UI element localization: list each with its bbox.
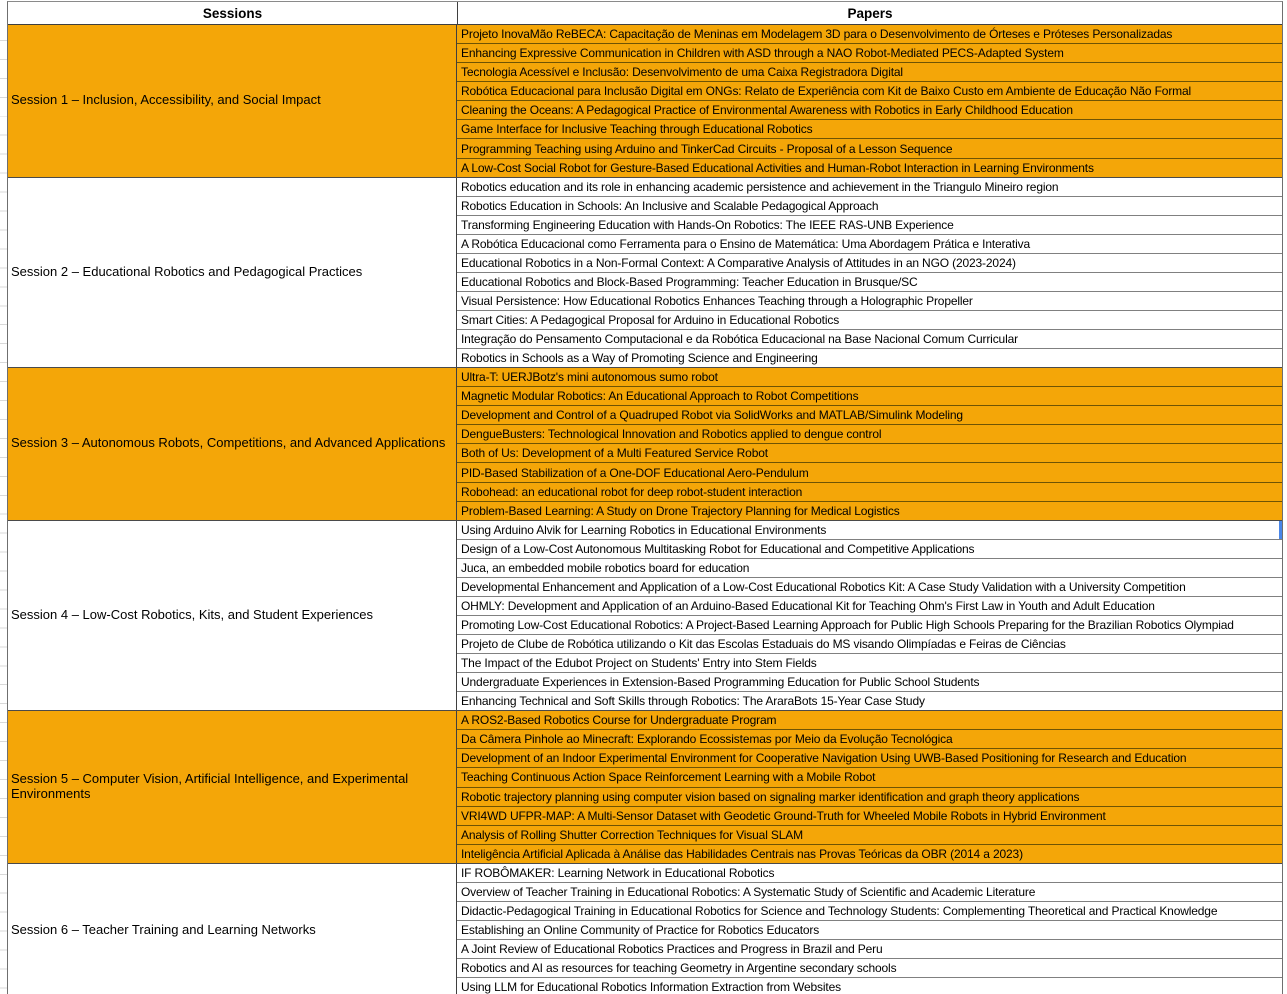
- paper-cell[interactable]: Robotics education and its role in enhan…: [457, 178, 1282, 197]
- paper-cell[interactable]: Smart Cities: A Pedagogical Proposal for…: [457, 311, 1282, 330]
- session-block: Session 5 – Computer Vision, Artificial …: [8, 711, 1282, 864]
- paper-cell[interactable]: Juca, an embedded mobile robotics board …: [457, 559, 1282, 578]
- paper-cell[interactable]: Robotics and AI as resources for teachin…: [457, 959, 1282, 979]
- paper-cell[interactable]: Robohead: an educational robot for deep …: [457, 483, 1282, 502]
- paper-cell[interactable]: Projeto InovaMão ReBECA: Capacitação de …: [457, 25, 1282, 45]
- paper-cell[interactable]: Overview of Teacher Training in Educatio…: [457, 883, 1282, 902]
- paper-cell[interactable]: Educational Robotics and Block-Based Pro…: [457, 273, 1282, 292]
- paper-cell[interactable]: Promoting Low-Cost Educational Robotics:…: [457, 616, 1282, 635]
- paper-cell[interactable]: Using Arduino Alvik for Learning Robotic…: [457, 520, 1282, 540]
- paper-cell[interactable]: Developmental Enhancement and Applicatio…: [457, 578, 1282, 597]
- table-header-row: Sessions Papers: [8, 2, 1282, 25]
- paper-cell[interactable]: Development and Control of a Quadruped R…: [457, 406, 1282, 426]
- paper-cell[interactable]: PID-Based Stabilization of a One-DOF Edu…: [457, 463, 1282, 483]
- session-cell[interactable]: Session 3 – Autonomous Robots, Competiti…: [8, 368, 457, 520]
- paper-cell[interactable]: Establishing an Online Community of Prac…: [457, 921, 1282, 941]
- session-block: Session 2 – Educational Robotics and Ped…: [8, 177, 1282, 369]
- session-cell[interactable]: Session 6 – Teacher Training and Learnin…: [8, 863, 457, 994]
- session-cell[interactable]: Session 1 – Inclusion, Accessibility, an…: [8, 25, 457, 177]
- paper-cell[interactable]: DengueBusters: Technological Innovation …: [457, 425, 1282, 445]
- paper-cell[interactable]: Robotic trajectory planning using comput…: [457, 788, 1282, 807]
- paper-cell[interactable]: Enhancing Technical and Soft Skills thro…: [461, 694, 925, 709]
- paper-cell[interactable]: A Low-Cost Social Robot for Gesture-Base…: [461, 160, 1094, 175]
- papers-list: Robotics education and its role in enhan…: [457, 178, 1282, 368]
- paper-cell[interactable]: Tecnologia Acessível e Inclusão: Desenvo…: [457, 63, 1282, 83]
- row-gutter: [0, 22, 7, 994]
- session-cell[interactable]: Session 5 – Computer Vision, Artificial …: [8, 711, 457, 863]
- paper-cell[interactable]: Undergraduate Experiences in Extension-B…: [457, 673, 1282, 693]
- papers-list: Ultra-T: UERJBotz's mini autonomous sumo…: [457, 368, 1282, 520]
- paper-cell[interactable]: Integração do Pensamento Computacional e…: [457, 330, 1282, 350]
- papers-column-header[interactable]: Papers: [847, 5, 893, 21]
- session-block: Session 4 – Low-Cost Robotics, Kits, and…: [8, 520, 1282, 712]
- sessions-column-header[interactable]: Sessions: [8, 2, 458, 24]
- paper-cell[interactable]: Didactic-Pedagogical Training in Educati…: [457, 902, 1282, 922]
- session-block: Session 3 – Autonomous Robots, Competiti…: [8, 368, 1282, 521]
- paper-cell[interactable]: IF ROBÔMAKER: Learning Network in Educat…: [457, 864, 1282, 883]
- paper-cell[interactable]: Visual Persistence: How Educational Robo…: [457, 292, 1282, 311]
- paper-cell[interactable]: Game Interface for Inclusive Teaching th…: [457, 120, 1282, 140]
- paper-cell[interactable]: OHMLY: Development and Application of an…: [457, 597, 1282, 616]
- papers-list: A ROS2-Based Robotics Course for Undergr…: [457, 711, 1282, 863]
- paper-cell[interactable]: Enhancing Expressive Communication in Ch…: [457, 44, 1282, 64]
- paper-cell[interactable]: Transforming Engineering Education with …: [457, 216, 1282, 235]
- paper-cell[interactable]: Teaching Continuous Action Space Reinfor…: [457, 768, 1282, 788]
- session-block: Session 1 – Inclusion, Accessibility, an…: [8, 25, 1282, 178]
- paper-cell[interactable]: Programming Teaching using Arduino and T…: [457, 139, 1282, 159]
- session-block: Session 6 – Teacher Training and Learnin…: [8, 863, 1282, 994]
- paper-cell[interactable]: Da Câmera Pinhole ao Minecraft: Exploran…: [457, 730, 1282, 750]
- paper-cell[interactable]: Analysis of Rolling Shutter Correction T…: [457, 826, 1282, 845]
- paper-cell[interactable]: Development of an Indoor Experimental En…: [457, 749, 1282, 769]
- paper-cell[interactable]: Robótica Educacional para Inclusão Digit…: [457, 82, 1282, 102]
- paper-cell[interactable]: Robotics Education in Schools: An Inclus…: [457, 197, 1282, 216]
- papers-list: Using Arduino Alvik for Learning Robotic…: [457, 520, 1282, 711]
- paper-cell[interactable]: Educational Robotics in a Non-Formal Con…: [457, 254, 1282, 273]
- paper-cell[interactable]: A ROS2-Based Robotics Course for Undergr…: [457, 711, 1282, 731]
- paper-cell[interactable]: Inteligência Artificial Aplicada à Análi…: [461, 846, 1023, 861]
- paper-cell[interactable]: Cleaning the Oceans: A Pedagogical Pract…: [457, 101, 1282, 121]
- papers-list: IF ROBÔMAKER: Learning Network in Educat…: [457, 864, 1282, 994]
- session-cell[interactable]: Session 2 – Educational Robotics and Ped…: [8, 177, 457, 368]
- paper-cell[interactable]: Both of Us: Development of a Multi Featu…: [457, 444, 1282, 464]
- paper-cell[interactable]: The Impact of the Edubot Project on Stud…: [457, 654, 1282, 674]
- paper-cell[interactable]: VRI4WD UFPR-MAP: A Multi-Sensor Dataset …: [457, 807, 1282, 826]
- session-cell[interactable]: Session 4 – Low-Cost Robotics, Kits, and…: [8, 520, 457, 711]
- paper-cell[interactable]: Ultra-T: UERJBotz's mini autonomous sumo…: [457, 368, 1282, 388]
- paper-cell[interactable]: A Joint Review of Educational Robotics P…: [457, 940, 1282, 960]
- papers-list: Projeto InovaMão ReBECA: Capacitação de …: [457, 25, 1282, 177]
- paper-cell[interactable]: Using LLM for Educational Robotics Infor…: [461, 980, 841, 994]
- paper-cell[interactable]: Problem-Based Learning: A Study on Drone…: [461, 503, 900, 518]
- selected-cell-right-border: [1279, 520, 1282, 539]
- sessions-papers-table: Sessions Papers Session 1 – Inclusion, A…: [7, 1, 1283, 994]
- paper-cell[interactable]: Projeto de Clube de Robótica utilizando …: [457, 635, 1282, 655]
- paper-cell[interactable]: A Robótica Educacional como Ferramenta p…: [457, 235, 1282, 254]
- paper-cell[interactable]: Robotics in Schools as a Way of Promotin…: [461, 351, 818, 366]
- table-body: Session 1 – Inclusion, Accessibility, an…: [8, 25, 1282, 994]
- paper-cell[interactable]: Design of a Low-Cost Autonomous Multitas…: [457, 540, 1282, 559]
- paper-cell[interactable]: Magnetic Modular Robotics: An Educationa…: [457, 387, 1282, 407]
